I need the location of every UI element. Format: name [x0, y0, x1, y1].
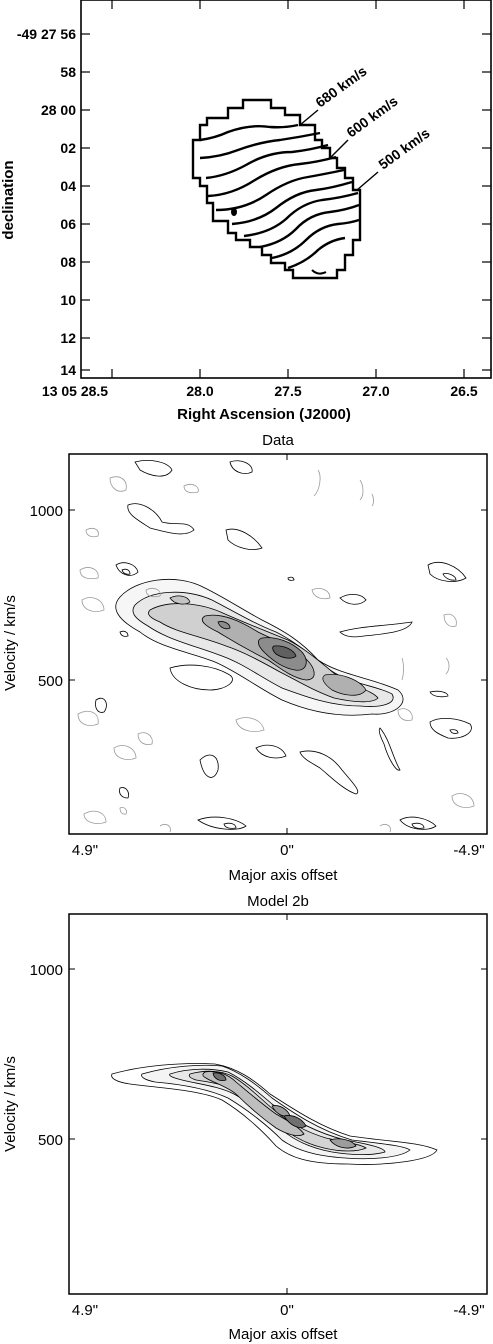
vf-ytick-label: 14 [60, 362, 76, 378]
vf-xtick-label: 26.5 [450, 383, 477, 399]
data-pv-panel: Data 1000 500 4.9" 0" -4.9" Major axis o… [2, 432, 488, 884]
model-frame [68, 913, 488, 1295]
vf-point-marker [231, 208, 237, 216]
vf-x-axis-label: Right Ascension (J2000) [177, 406, 351, 423]
model-ytick-label: 500 [38, 1132, 63, 1149]
model-ytick-label: 1000 [30, 962, 63, 979]
vf-x-ticks [111, 0, 465, 378]
vf-xtick-label: 27.0 [362, 383, 389, 399]
model-xtick-label: 4.9" [72, 1302, 98, 1319]
vf-velocity-label: 600 km/s [343, 93, 400, 141]
vf-region-boundary [191, 98, 362, 280]
model-panel-title: Model 2b [247, 893, 309, 910]
model-x-axis-label: Major axis offset [229, 1326, 339, 1343]
vf-velocity-label: 500 km/s [375, 125, 432, 173]
vf-y-ticks [81, 33, 491, 371]
vf-y-axis-label: declination [0, 160, 17, 239]
velocity-field-panel: -49 27 56 58 28 00 02 04 06 08 10 12 14 … [0, 0, 492, 423]
vf-ytick-label: 06 [60, 216, 76, 232]
vf-ytick-label: 08 [60, 254, 76, 270]
data-xtick-label: 0" [280, 842, 294, 859]
model-y-axis-label: Velocity / km/s [2, 1056, 19, 1152]
data-ticks [69, 454, 487, 834]
vf-contour-fragment [311, 269, 327, 275]
data-emission-contours [115, 578, 404, 716]
data-xtick-label: 4.9" [72, 842, 98, 859]
model-xtick-label: 0" [280, 1302, 294, 1319]
vf-ytick-label: 12 [60, 330, 76, 346]
data-y-axis-label: Velocity / km/s [2, 595, 19, 691]
vf-ytick-label: 04 [60, 178, 76, 194]
vf-isovelocity-contours [199, 123, 360, 270]
data-panel-title: Data [262, 432, 294, 449]
data-x-axis-label: Major axis offset [229, 867, 339, 884]
vf-ytick-label: 58 [60, 64, 76, 80]
vf-ytick-label: 02 [60, 140, 76, 156]
vf-velocity-label: 680 km/s [312, 63, 369, 111]
vf-frame [80, 0, 492, 379]
model-emission-contours [111, 1063, 438, 1165]
data-noise-contours-black [95, 460, 472, 830]
data-ytick-label: 500 [38, 673, 63, 690]
data-xtick-label: -4.9" [453, 842, 484, 859]
vf-ytick-label: -49 27 56 [17, 26, 76, 42]
data-ytick-label: 1000 [30, 503, 63, 520]
vf-xtick-label: 13 05 28.5 [42, 383, 108, 399]
vf-label-leaders [299, 109, 379, 191]
data-frame [68, 453, 488, 835]
vf-xtick-label: 27.5 [274, 383, 301, 399]
model-ticks [69, 914, 487, 1294]
vf-ytick-label: 28 00 [41, 102, 76, 118]
model-xtick-label: -4.9" [453, 1302, 484, 1319]
vf-xtick-label: 28.0 [186, 383, 213, 399]
model-pv-panel: Model 2b 1000 500 4.9" 0" -4.9" Major ax… [2, 893, 488, 1343]
vf-ytick-label: 10 [60, 292, 76, 308]
data-noise-contours-grey [77, 469, 475, 833]
